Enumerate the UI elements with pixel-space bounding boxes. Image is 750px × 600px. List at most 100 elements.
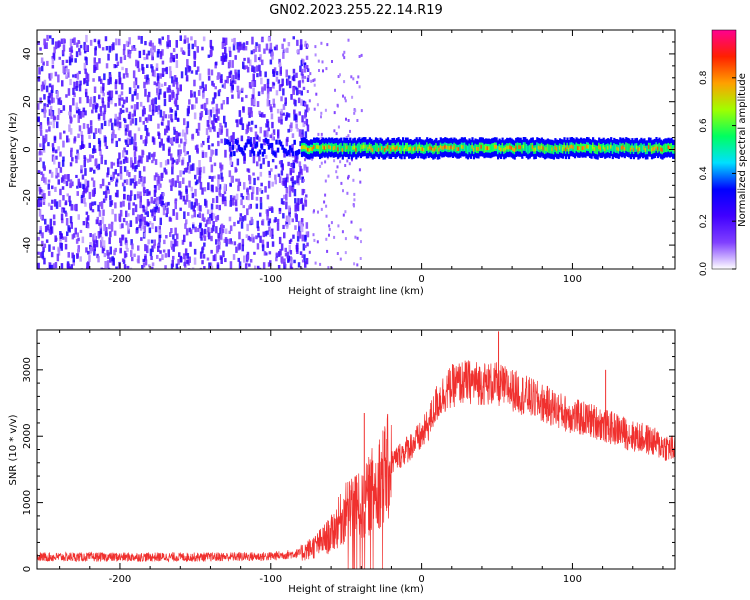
spectrogram-cell — [302, 243, 306, 251]
spectrogram-cell — [98, 58, 101, 64]
spectrogram-cell — [251, 65, 254, 72]
spectrogram-band-core — [300, 145, 304, 150]
spectrogram-cell — [210, 149, 213, 157]
spectrogram-cell — [42, 161, 45, 169]
spectrogram-cell — [268, 226, 271, 232]
spectrogram-cell — [152, 98, 155, 105]
spectrogram-band-core — [433, 147, 436, 152]
spectrogram-cell — [207, 227, 210, 233]
spectrogram-cell — [88, 135, 91, 139]
spectrogram-cell — [289, 168, 292, 175]
spectrogram-cell — [217, 179, 220, 188]
spectrogram-cell — [292, 74, 296, 82]
spectrogram-cell — [302, 121, 305, 128]
spectrogram-cell — [76, 253, 79, 258]
spectrogram-cell — [123, 147, 126, 153]
spectrogram-cell — [299, 65, 302, 72]
spectrogram-cell — [204, 198, 207, 206]
snr-ylabel: SNR (10 * v/v) — [8, 414, 19, 485]
spectrogram-cell — [134, 156, 137, 164]
spectrogram-cell — [109, 201, 112, 207]
spectrogram-cell — [131, 118, 134, 124]
spectrogram-cell — [353, 262, 356, 266]
spectrogram-cell — [133, 253, 136, 257]
spectrogram-cell — [235, 207, 238, 212]
spectrogram-cell — [123, 124, 127, 129]
spectrogram-cell — [122, 109, 125, 113]
spectrogram-cell — [284, 177, 288, 183]
spectrogram-band-mid — [516, 142, 519, 151]
spectrogram-cell — [125, 40, 129, 47]
spectrogram-cell — [83, 62, 87, 71]
spectrogram-cell — [39, 230, 42, 234]
spectrogram-cell — [237, 92, 240, 99]
spectrogram-cell — [303, 164, 306, 171]
colorbar-tick-label: 0.2 — [699, 214, 709, 228]
spectrogram-cell — [265, 252, 268, 256]
spectrogram-cell — [266, 92, 270, 99]
spectrogram-cell — [41, 173, 45, 179]
spectrogram-cell — [307, 75, 310, 78]
spectrogram-band-core — [551, 147, 554, 152]
spectrogram-cell — [68, 195, 71, 203]
spectrogram-cell — [199, 267, 203, 269]
spectrogram-cell — [180, 71, 184, 79]
spectrogram-cell — [103, 120, 107, 126]
spectrogram-cell — [114, 113, 117, 120]
spectrogram-cell — [149, 115, 153, 122]
spectrogram-band-mid — [489, 144, 492, 153]
spectrogram-band-mid — [614, 144, 617, 153]
spectrogram-cell — [253, 80, 257, 87]
spectrogram-cell — [184, 139, 188, 145]
spectrogram-cell — [291, 218, 294, 223]
spectrogram-cell — [198, 160, 201, 168]
spectrogram-band-core — [328, 145, 331, 149]
spectrogram-cell — [98, 202, 102, 207]
spectrogram-cell — [151, 266, 154, 269]
spectrogram-cell — [287, 128, 290, 133]
spectrogram-cell — [257, 91, 261, 96]
spectrogram-cell — [94, 66, 97, 71]
spectrogram-cell — [193, 248, 197, 255]
spectrogram-cell — [229, 83, 233, 87]
spectrogram-cell — [108, 223, 111, 230]
spectrogram-cell — [151, 109, 155, 116]
spectrogram-cell — [143, 233, 146, 238]
spectrogram-cell — [105, 63, 109, 69]
spectrogram-cell — [246, 187, 249, 195]
spectrogram-cell — [275, 44, 278, 51]
spectrogram-cell — [251, 233, 254, 238]
spectrogram-cell — [177, 155, 181, 163]
spectrogram-cell — [259, 187, 262, 192]
spectrogram-cell — [251, 36, 254, 45]
spectrogram-cell — [184, 199, 187, 205]
spectrogram-cell — [119, 172, 123, 180]
spectrogram-cell — [156, 87, 159, 96]
spectrogram-cell — [76, 153, 80, 160]
spectrogram-cell — [69, 105, 72, 110]
spectrogram-cell — [122, 218, 126, 223]
spectrogram-cell — [171, 157, 174, 165]
spectrogram-cell — [263, 149, 266, 154]
spectrogram-cell — [75, 51, 79, 58]
spectrogram-cell — [143, 220, 147, 226]
spectrogram-cell — [191, 137, 194, 141]
spectrogram-cell — [128, 172, 131, 178]
spectrogram-cell — [204, 84, 207, 91]
spectrogram-cell — [74, 58, 77, 63]
spectrogram-cell — [75, 86, 78, 91]
spectrogram-cell — [159, 194, 163, 200]
spectrogram-cell — [84, 168, 87, 176]
spectrogram-cell — [262, 262, 266, 269]
spectrogram-cell — [260, 143, 263, 149]
spectrogram-cell — [264, 71, 267, 78]
spectrogram-cell — [57, 74, 60, 83]
spectrogram-cell — [125, 96, 128, 103]
spectrogram-cell — [123, 55, 127, 60]
spectrogram-cell — [199, 85, 202, 90]
spectrogram-cell — [146, 245, 149, 254]
spectrogram-band-mid — [549, 144, 552, 154]
spectrogram-cell — [139, 218, 142, 227]
spectrogram-cell — [336, 165, 339, 169]
spectrogram-cell — [55, 174, 58, 179]
